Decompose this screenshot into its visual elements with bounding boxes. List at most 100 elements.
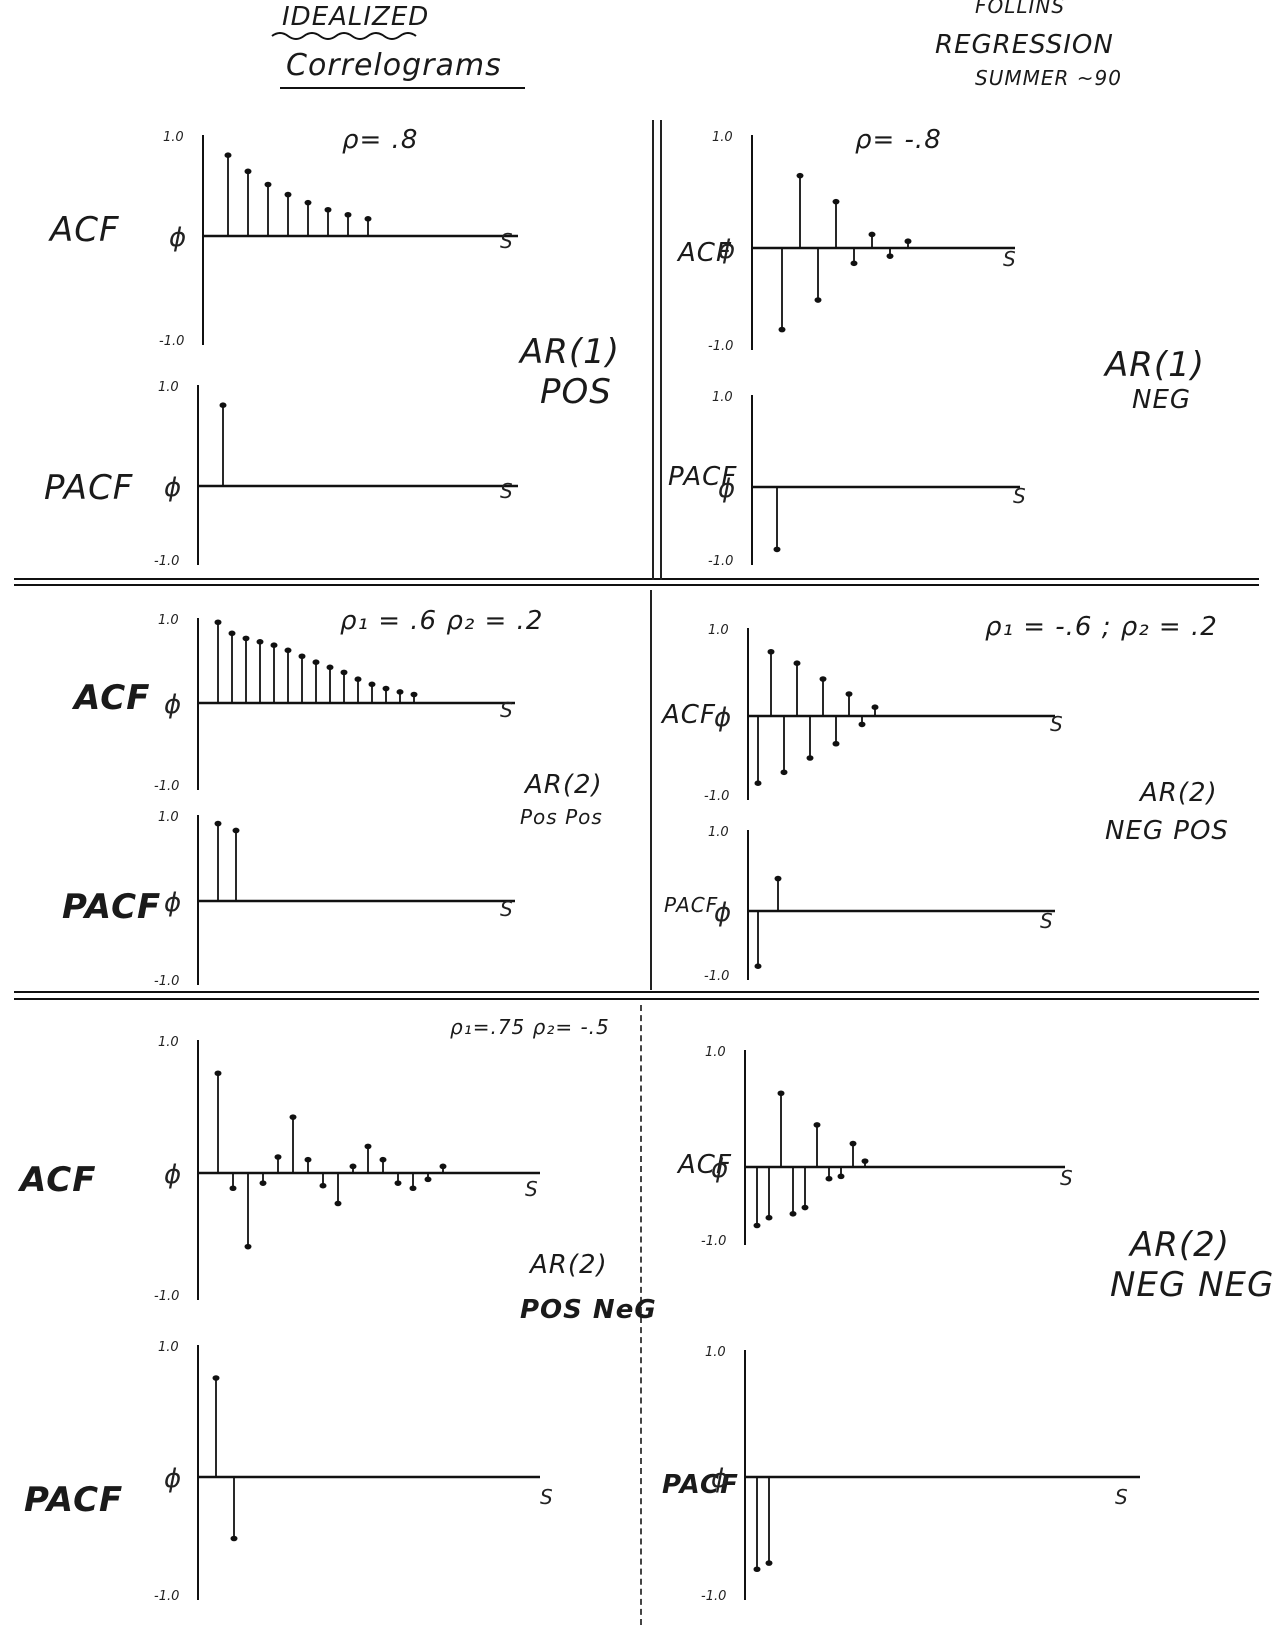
ar2posneg-acf-point-8 [319,1182,327,1189]
ar1pos-acf-point-6 [324,206,332,213]
label-pacf-r2: PACF [664,893,719,917]
ar2negneg-acf-point-1 [753,1222,761,1229]
ar2pospos-acf-point-8 [312,659,320,665]
ar2posneg-acf-point-3 [244,1243,252,1250]
ar2negpos-acf-tick-top: 1.0 [708,623,729,638]
ar2posneg-pacf-tick-top: 1.0 [158,1340,179,1355]
label-pacf-r1: PACF [668,462,738,492]
model-ar1-neg: AR(1) [1105,345,1206,385]
ar2negpos-pacf-point-2 [774,875,782,882]
ar2posneg-acf-ylabel: ϕ [164,1160,181,1190]
ar2negneg-pacf-point-2 [765,1560,773,1566]
ar2pospos-pacf-xlabel: S [500,897,513,921]
ar2negpos-acf-point-7 [832,740,840,747]
ar2pospos-pacf-tick-top: 1.0 [158,810,179,825]
ar2negpos-acf-point-5 [806,755,814,761]
section-divider-1b [14,584,1259,586]
ar2negpos-pacf-ylabel: ϕ [714,898,731,928]
section-divider-2 [14,991,1259,993]
ar2pospos-pacf-tick-bottom: -1.0 [154,974,179,989]
label-pacf-2: PACF [62,887,162,927]
ar2pospos-acf-point-5 [270,642,278,648]
ar1neg-pacf-point-1 [773,546,781,553]
ar1pos-acf-point-7 [344,211,352,218]
label-acf-2: ACF [74,678,151,718]
ar2posneg-acf-point-15 [424,1176,432,1183]
ar2negneg-acf-point-7 [825,1175,833,1182]
ar2posneg-acf-xlabel: S [525,1177,538,1201]
ar1pos-acf-point-4 [284,191,292,198]
label-acf-r2: ACF [662,700,716,730]
ar1neg-acf-point-1 [778,326,786,333]
ar2pospos-acf-ylabel: ϕ [164,690,181,720]
ar2negneg-acf-point-2 [765,1214,773,1221]
ar2negpos-acf-ylabel: ϕ [714,703,731,733]
ar1neg-acf-ylabel: ϕ [718,235,735,265]
ar2pospos-acf-point-15 [410,691,418,698]
ar2negneg-acf-tick-top: 1.0 [705,1045,726,1060]
ar2negneg-acf-point-4 [789,1211,797,1217]
ar2posneg-acf-point-12 [379,1156,387,1163]
ar1pos-acf-point-5 [304,199,312,206]
ar2negneg-pacf-xlabel: S [1115,1485,1128,1509]
ar1neg-pacf-tick-top: 1.0 [712,390,733,405]
ar1pos-acf-point-3 [264,181,272,188]
ar2pospos-pacf-point-2 [232,827,240,834]
ar1neg-acf-point-2 [796,172,804,179]
ar1pos-pacf-tick-top: 1.0 [158,380,179,395]
ar2posneg-acf-point-13 [394,1180,402,1186]
label-pacf-3: PACF [24,1480,124,1520]
ar2posneg-pacf-tick-bottom: -1.0 [154,1589,179,1604]
params-ar2-negpos: ρ₁ = -.6 ; ρ₂ = .2 [985,612,1218,642]
ar1neg-acf-tick-bottom: -1.0 [708,339,733,354]
ar2negneg-pacf-point-1 [753,1566,761,1573]
ar2posneg-pacf-xlabel: S [540,1485,553,1509]
ar2negneg-acf-point-9 [849,1140,857,1147]
ar2negneg-acf-point-8 [837,1173,845,1180]
section-divider-1 [14,578,1259,580]
ar2negpos-acf-xlabel: S [1050,712,1063,736]
signs-ar2-negneg: NEG NEG [1110,1265,1272,1305]
ar1pos-acf-point-8 [364,216,372,222]
label-pacf-r3: PACF [662,1470,739,1500]
ar2negneg-acf-ylabel: ϕ [711,1154,728,1184]
ar2negpos-pacf-tick-bottom: -1.0 [704,969,729,984]
ar1pos-acf-ylabel: ϕ [169,223,186,253]
ar1pos-pacf-tick-bottom: -1.0 [154,554,179,569]
ar2pospos-acf-point-3 [242,635,250,642]
signs-ar2-posneg: POS NeG [520,1295,657,1325]
model-ar2-negneg: AR(2) [1130,1225,1231,1265]
ar1neg-acf-xlabel: S [1003,247,1016,271]
ar2negneg-acf-point-5 [801,1204,809,1211]
ar2posneg-acf-point-4 [259,1180,267,1186]
signs-ar1-pos: POS [540,372,612,412]
ar2negpos-acf-point-8 [845,691,853,697]
ar2posneg-pacf-ylabel: ϕ [164,1464,181,1494]
ar2pospos-pacf-ylabel: ϕ [164,888,181,918]
ar1neg-acf-point-3 [814,297,822,303]
ar2pospos-acf-point-12 [368,681,376,688]
ar2posneg-acf-point-9 [334,1200,342,1207]
signs-ar2-negpos: NEG POS [1105,816,1229,846]
ar2pospos-acf-point-13 [382,685,390,692]
ar1pos-acf-tick-top: 1.0 [163,130,184,145]
ar2negneg-acf-xlabel: S [1060,1166,1073,1190]
ar2negneg-pacf-tick-bottom: -1.0 [701,1589,726,1604]
ar2negneg-acf-tick-bottom: -1.0 [701,1234,726,1249]
ar2posneg-acf-point-5 [274,1154,282,1160]
ar2negneg-acf-point-6 [813,1122,821,1128]
label-acf-3: ACF [20,1160,97,1200]
title-top: IDEALIZED [282,2,430,32]
ar2pospos-acf-point-2 [228,630,236,637]
ar2negpos-acf-point-3 [780,769,788,776]
model-ar2-posneg: AR(2) [530,1250,608,1280]
ar1neg-acf-tick-top: 1.0 [712,130,733,145]
ar2negneg-pacf-tick-top: 1.0 [705,1345,726,1360]
ar2negpos-acf-tick-bottom: -1.0 [704,789,729,804]
ar2negneg-pacf-ylabel: ϕ [711,1464,728,1494]
ar2posneg-acf-point-11 [364,1143,372,1150]
label-acf-1: ACF [50,210,120,250]
column-divider-1 [652,120,654,580]
ar2pospos-acf-xlabel: S [500,698,513,722]
